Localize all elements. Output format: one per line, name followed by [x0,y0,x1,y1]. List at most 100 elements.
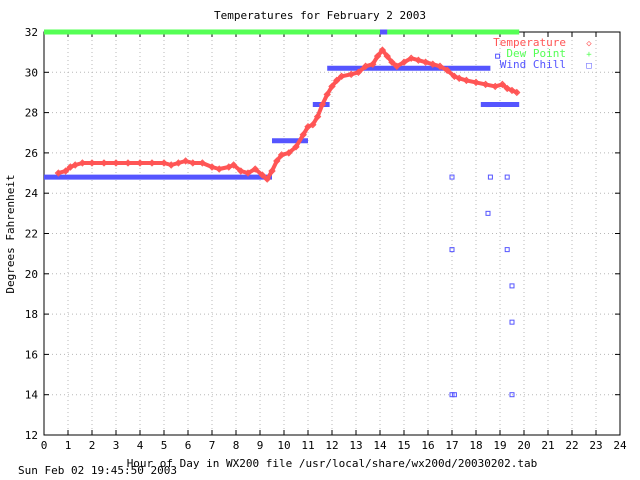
temperature-point [71,161,79,169]
chart-grid [43,31,621,436]
temperature-point [472,78,480,87]
wind-chill-point [509,283,515,289]
temperature-point [181,157,190,165]
temperature-point [225,163,233,171]
y-tick-label: 24 [25,187,39,200]
x-tick-label: 1 [65,439,72,452]
x-tick-label: 5 [161,439,168,452]
temperature-point [328,82,336,91]
temperature-point [393,62,401,70]
x-tick-label: 0 [41,439,48,452]
x-tick-label: 14 [373,439,387,452]
temperature-line [56,48,519,182]
legend-marker: ◇ [586,39,592,49]
temperature-point [215,165,223,173]
temperature-point [414,56,423,64]
temperature-point [160,159,168,167]
x-tick-label: 24 [613,439,627,452]
temperature-point [61,167,70,175]
temperature-point [354,68,363,77]
chart-title: Temperatures for February 2 2003 [214,9,426,22]
y-tick-label: 32 [25,26,38,39]
chart-legend: Temperature ◇ Dew Point + Wind Chill □ [493,36,592,71]
temperature-point [429,60,437,68]
x-tick-label: 6 [185,439,192,452]
temperature-point [78,159,87,167]
x-tick-label: 21 [541,439,554,452]
temperature-point [313,112,322,121]
temperature-point [323,90,331,99]
x-tick-label: 18 [469,439,482,452]
temperature-point [462,76,471,85]
wind-chill-point [504,174,510,180]
temperature-point [378,46,387,54]
y-tick-label: 18 [25,308,38,321]
x-tick-label: 12 [325,439,338,452]
temperature-point [189,159,197,167]
temperature-point [268,167,276,175]
x-tick-label: 22 [565,439,578,452]
temperature-point [263,175,271,183]
wind-chill-point [485,210,491,216]
temperature-point [443,66,451,74]
temperature-point [198,159,207,167]
temperature-point [148,159,156,167]
y-tick-label: 16 [25,348,38,361]
temperature-point [208,163,216,171]
x-tick-label: 17 [445,439,458,452]
wind-chill-point [449,174,455,180]
x-tick-label: 7 [209,439,216,452]
temperature-point [347,70,355,79]
temperature-point [333,76,341,85]
temperature-point [400,58,408,66]
wind-chill-point [487,174,493,180]
y-tick-label: 28 [25,107,38,120]
temperature-point [237,167,245,175]
temperature-point [369,60,377,68]
temperature-point [100,159,108,167]
temperature-point [273,157,281,165]
wind-chill-point [449,247,455,253]
wind-chill-point [504,247,510,253]
x-tick-label: 4 [137,439,144,452]
legend-label: Wind Chill [500,58,566,71]
x-tick-label: 19 [493,439,506,452]
x-tick-label: 23 [589,439,602,452]
y-tick-label: 30 [25,66,38,79]
temperature-point [309,120,317,129]
temperature-point [383,52,391,60]
temperature-point [318,100,327,109]
temperature-point [450,72,459,81]
temperature-point [304,122,312,131]
temperature-point [337,72,346,81]
temperature-point [277,151,286,159]
x-tick-label: 20 [517,439,530,452]
chart-axes: 0 1 2 3 4 5 6 7 8 9 10 11 12 13 14 15 16 17 18 19 20 21 22 23 24… [25,26,627,452]
y-tick-label: 12 [25,429,38,442]
temperature-point [54,169,63,177]
temperature-point [407,54,415,62]
y-tick-label: 20 [25,268,38,281]
legend-label: Dew Point [506,47,566,60]
temperature-point [436,62,444,70]
y-tick-label: 14 [25,389,39,402]
temperature-point [455,74,463,83]
x-tick-label: 3 [113,439,120,452]
temperature-point [299,131,307,139]
temperature-point [66,163,75,171]
y-tick-label: 22 [25,228,38,241]
temperature-point [251,165,259,173]
temperature-point [88,159,96,167]
chart-series [44,29,521,398]
x-axis-label: Hour of Day in WX200 file /usr/local/sha… [127,457,538,470]
temperature-point [513,88,521,97]
y-axis-label: Degrees Fahrenheit [4,174,17,293]
temperature-point [503,84,511,93]
x-tick-label: 10 [277,439,290,452]
x-tick-label: 2 [89,439,96,452]
temperature-point [373,52,382,60]
footer-timestamp: Sun Feb 02 19:45:50 2003 [18,464,177,477]
x-tick-label: 16 [421,439,434,452]
temperature-point [421,58,430,66]
